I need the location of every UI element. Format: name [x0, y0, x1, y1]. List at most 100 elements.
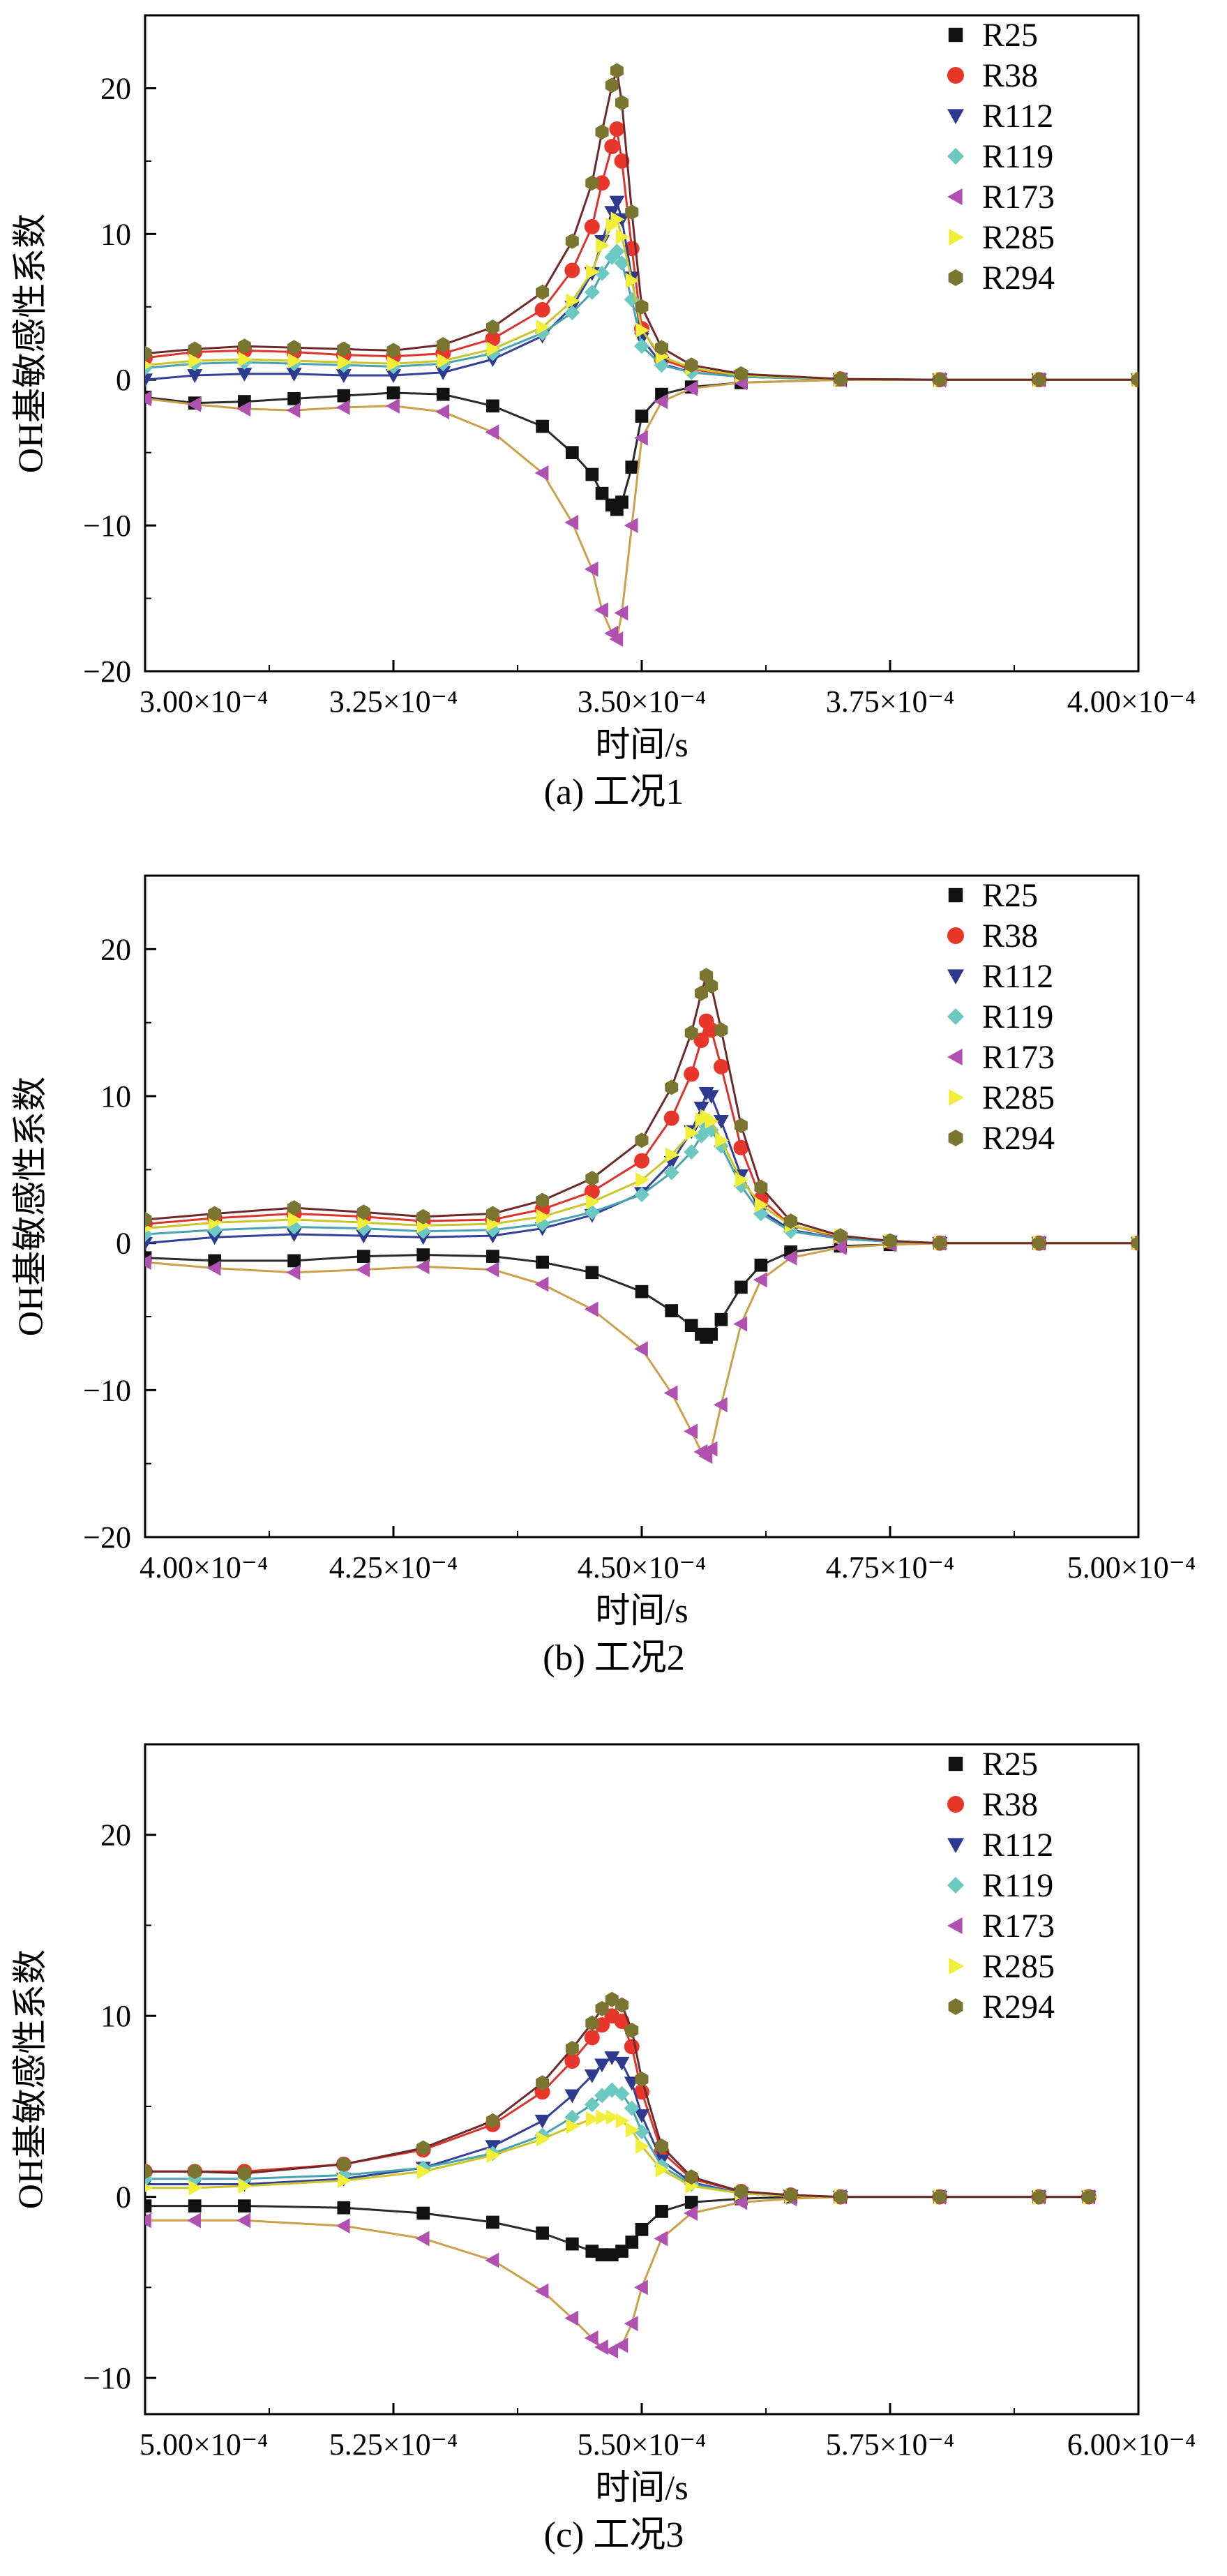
data-point-r119	[609, 244, 625, 260]
data-point-r173	[415, 1259, 430, 1275]
data-point-r294	[705, 978, 718, 994]
y-tick-label: 0	[116, 363, 131, 397]
data-point-r294	[684, 357, 698, 373]
data-point-r285	[338, 354, 352, 370]
data-point-r294	[337, 2156, 351, 2172]
y-tick-label: −10	[83, 1373, 131, 1407]
data-point-r294	[655, 340, 668, 356]
x-tick-label: 4.50×10⁻⁴	[578, 1550, 706, 1585]
data-point-r25	[615, 495, 628, 509]
legend-label-r285: R285	[982, 1948, 1055, 1985]
x-tick-label: 5.00×10⁻⁴	[140, 2427, 268, 2462]
data-point-r285	[566, 293, 580, 309]
legend-label-r119: R119	[982, 138, 1053, 175]
data-point-r294	[485, 1206, 499, 1222]
data-point-r119	[584, 2097, 600, 2113]
legend-marker-r294	[948, 1130, 963, 1146]
data-point-r285	[536, 2131, 550, 2147]
data-point-r25	[356, 1250, 370, 1263]
data-point-r173	[713, 1397, 728, 1413]
x-tick-label: 5.00×10⁻⁴	[1067, 1550, 1196, 1585]
series-line-r173	[145, 378, 1138, 641]
data-point-r112	[145, 373, 153, 388]
legend-marker-r294	[948, 269, 963, 286]
data-point-r119	[594, 2088, 610, 2104]
data-point-r294	[615, 1997, 628, 2013]
data-point-r173	[614, 2337, 628, 2353]
data-point-r294	[485, 320, 499, 335]
legend-label-r38: R38	[982, 918, 1038, 954]
data-point-r38	[584, 2030, 600, 2046]
data-point-r119	[614, 255, 630, 271]
legend-marker-r38	[947, 927, 964, 944]
data-point-r294	[1032, 1235, 1046, 1251]
data-point-r25	[585, 467, 599, 481]
data-point-r285	[188, 353, 203, 369]
data-point-r294	[565, 2040, 579, 2056]
data-point-r25	[337, 2201, 351, 2215]
data-point-r38	[614, 153, 630, 169]
data-point-r173	[145, 2212, 151, 2229]
legend-marker-r25	[948, 1756, 963, 1772]
data-point-r173	[564, 514, 579, 530]
data-point-r285	[625, 2122, 640, 2138]
data-point-r285	[238, 351, 253, 367]
data-point-r119	[634, 338, 649, 354]
data-point-r25	[436, 387, 450, 401]
data-point-r294	[585, 175, 599, 191]
data-point-r25	[585, 2245, 599, 2258]
data-point-r173	[634, 430, 648, 446]
data-point-r112	[356, 1229, 372, 1244]
data-point-r25	[416, 2206, 430, 2220]
series-r294	[145, 968, 1138, 1251]
data-point-r285	[715, 1132, 729, 1148]
legend-label-r38: R38	[982, 1786, 1038, 1823]
data-point-r173	[624, 518, 638, 534]
data-point-r25	[287, 392, 301, 405]
data-point-r25	[486, 2215, 499, 2229]
data-point-r25	[625, 2236, 639, 2249]
chart-panel-b: 4.00×10⁻⁴ 4.25×10⁻⁴ 4.50×10⁻⁴ 4.75×10⁻⁴ 5.00…	[10, 874, 1196, 1678]
data-point-r173	[634, 2279, 648, 2296]
data-point-r173	[584, 561, 599, 577]
data-point-r38	[634, 1153, 649, 1169]
legend-label-r38: R38	[982, 57, 1038, 94]
x-tick-label: 5.75×10⁻⁴	[826, 2427, 954, 2462]
data-point-r294	[595, 124, 609, 140]
legend-marker-r119	[947, 1008, 964, 1025]
data-point-r173	[336, 2218, 350, 2234]
data-point-r173	[684, 2206, 698, 2221]
legend-marker-r25	[948, 888, 963, 903]
data-point-r285	[437, 353, 451, 369]
data-point-r112	[145, 1236, 153, 1251]
data-point-r294	[145, 1212, 152, 1227]
data-point-r285	[615, 229, 630, 245]
data-point-r173	[584, 2330, 599, 2346]
data-point-r25	[635, 2223, 649, 2236]
legend-label-r25: R25	[982, 1746, 1038, 1783]
legend-marker-r112	[947, 109, 964, 124]
data-point-r173	[236, 401, 251, 417]
data-point-r285	[238, 2178, 253, 2194]
series-r294	[145, 63, 1138, 388]
series-line-r119	[145, 250, 1138, 381]
data-point-r112	[634, 2109, 649, 2123]
data-point-r25	[635, 1285, 649, 1298]
data-point-r112	[609, 195, 625, 210]
series-line-r294	[145, 69, 1138, 381]
data-point-r112	[604, 2051, 620, 2065]
data-point-r173	[485, 424, 499, 440]
y-tick-label: −20	[83, 1520, 131, 1555]
series-r173	[145, 1235, 1138, 1465]
data-point-r285	[610, 211, 625, 227]
data-point-r173	[753, 1272, 767, 1288]
data-point-r25	[536, 1255, 549, 1269]
data-point-r112	[386, 369, 401, 383]
data-point-r294	[684, 1025, 698, 1041]
legend-marker-r25	[948, 27, 963, 43]
legend-marker-r119	[947, 148, 964, 165]
data-point-r294	[1032, 372, 1046, 388]
data-point-r38	[604, 139, 620, 154]
y-tick-label: −20	[83, 654, 131, 689]
